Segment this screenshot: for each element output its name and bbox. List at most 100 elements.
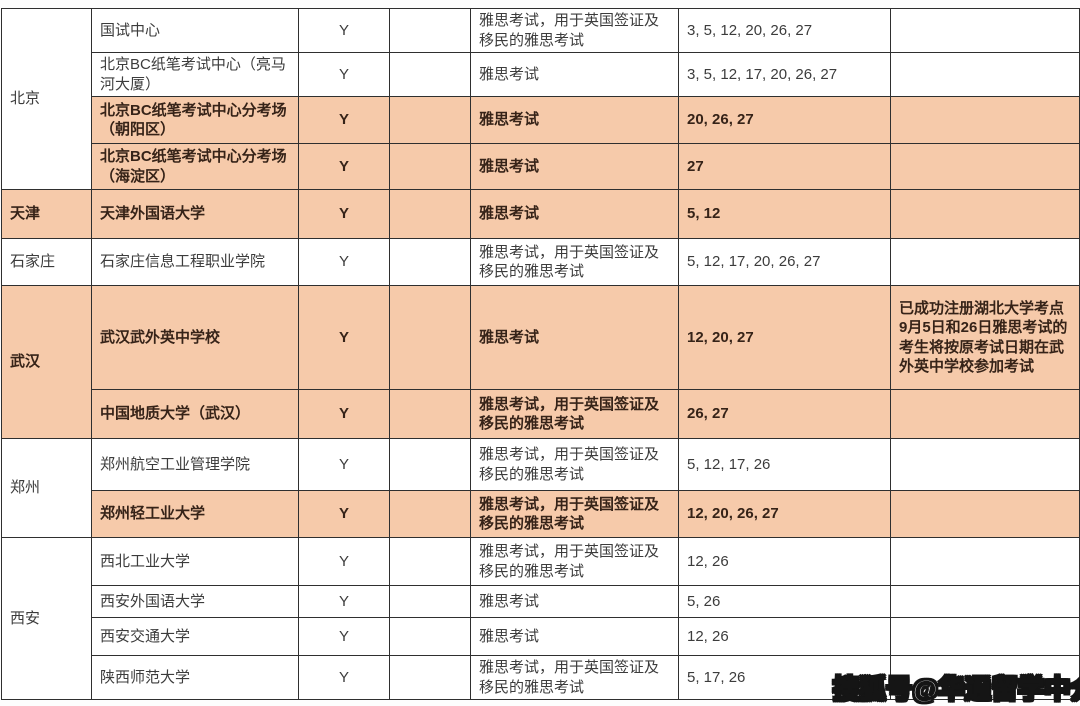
city-cell-tianjin: 天津 xyxy=(1,189,92,239)
exam-type-cell: 雅思考试，用于英国签证及移民的雅思考试 xyxy=(470,438,679,491)
registered-cell: Y xyxy=(298,617,390,656)
table-row: 西安外国语大学 Y 雅思考试 5, 26 xyxy=(2,585,1080,618)
registered-cell: Y xyxy=(298,537,390,586)
blank-cell xyxy=(389,285,471,390)
table-row: 西安交通大学 Y 雅思考试 12, 26 xyxy=(2,617,1080,656)
center-cell: 西安交通大学 xyxy=(91,617,299,656)
center-cell: 郑州航空工业管理学院 xyxy=(91,438,299,491)
exam-type-cell: 雅思考试，用于英国签证及移民的雅思考试 xyxy=(470,389,679,439)
dates-cell: 5, 26 xyxy=(678,585,891,618)
exam-type-cell: 雅思考试 xyxy=(470,189,679,239)
center-cell: 天津外国语大学 xyxy=(91,189,299,239)
dates-cell: 12, 26 xyxy=(678,617,891,656)
dates-cell: 26, 27 xyxy=(678,389,891,439)
exam-type-cell: 雅思考试，用于英国签证及移民的雅思考试 xyxy=(470,238,679,286)
note-cell xyxy=(890,438,1080,491)
exam-type-cell: 雅思考试，用于英国签证及移民的雅思考试 xyxy=(470,537,679,586)
note-cell xyxy=(890,189,1080,239)
blank-cell xyxy=(389,143,471,190)
registered-cell: Y xyxy=(298,52,390,97)
registered-cell: Y xyxy=(298,585,390,618)
note-cell xyxy=(890,537,1080,586)
registered-cell: Y xyxy=(298,8,390,53)
blank-cell xyxy=(389,8,471,53)
note-cell xyxy=(890,8,1080,53)
table-row: 武汉 武汉武外英中学校 Y 雅思考试 12, 20, 27 已成功注册湖北大学考… xyxy=(1,285,1080,439)
note-cell xyxy=(890,96,1080,144)
exam-type-cell: 雅思考试 xyxy=(470,143,679,190)
table-row: 西安 西北工业大学 Y 雅思考试，用于英国签证及移民的雅思考试 12, 26 xyxy=(1,537,1080,700)
note-cell xyxy=(890,617,1080,656)
dates-cell: 12, 20, 27 xyxy=(678,285,891,390)
table-row: 郑州轻工业大学 Y 雅思考试，用于英国签证及移民的雅思考试 12, 20, 26… xyxy=(2,490,1080,538)
blank-cell xyxy=(389,438,471,491)
blank-cell xyxy=(389,52,471,97)
sohu-watermark: 搜狐号@华通留学中介 xyxy=(832,673,1080,705)
registered-cell: Y xyxy=(298,238,390,286)
exam-type-cell: 雅思考试，用于英国签证及移民的雅思考试 xyxy=(470,490,679,538)
test-centers-table: 北京 国试中心 Y 雅思考试，用于英国签证及移民的雅思考试 3, 5, 12, … xyxy=(1,8,1080,700)
note-cell xyxy=(890,143,1080,190)
blank-cell xyxy=(389,238,471,286)
blank-cell xyxy=(389,617,471,656)
city-cell-xian: 西安 xyxy=(1,537,92,700)
registered-cell: Y xyxy=(298,490,390,538)
center-cell: 石家庄信息工程职业学院 xyxy=(91,238,299,286)
center-cell: 陕西师范大学 xyxy=(91,655,299,700)
exam-type-cell: 雅思考试，用于英国签证及移民的雅思考试 xyxy=(470,655,679,700)
blank-cell xyxy=(389,585,471,618)
exam-type-cell: 雅思考试 xyxy=(470,285,679,390)
blank-cell xyxy=(389,189,471,239)
registered-cell: Y xyxy=(298,285,390,390)
exam-type-cell: 雅思考试 xyxy=(470,617,679,656)
center-cell: 中国地质大学（武汉） xyxy=(91,389,299,439)
blank-cell xyxy=(389,490,471,538)
city-cell-zhengzhou: 郑州 xyxy=(1,438,92,538)
table-row: 中国地质大学（武汉） Y 雅思考试，用于英国签证及移民的雅思考试 26, 27 xyxy=(2,389,1080,439)
center-cell: 武汉武外英中学校 xyxy=(91,285,299,390)
center-cell: 西北工业大学 xyxy=(91,537,299,586)
center-cell: 西安外国语大学 xyxy=(91,585,299,618)
dates-cell: 5, 12, 17, 26 xyxy=(678,438,891,491)
registered-cell: Y xyxy=(298,96,390,144)
center-cell: 国试中心 xyxy=(91,8,299,53)
note-cell xyxy=(890,52,1080,97)
dates-cell: 5, 12, 17, 20, 26, 27 xyxy=(678,238,891,286)
note-cell xyxy=(890,389,1080,439)
registered-cell: Y xyxy=(298,438,390,491)
note-cell xyxy=(890,585,1080,618)
exam-type-cell: 雅思考试 xyxy=(470,52,679,97)
blank-cell xyxy=(389,655,471,700)
registered-cell: Y xyxy=(298,189,390,239)
table-row: 天津 天津外国语大学 Y 雅思考试 5, 12 xyxy=(1,189,1080,239)
table-row: 郑州 郑州航空工业管理学院 Y 雅思考试，用于英国签证及移民的雅思考试 5, 1… xyxy=(1,438,1080,538)
table-row: 北京BC纸笔考试中心分考场（朝阳区） Y 雅思考试 20, 26, 27 xyxy=(2,96,1080,144)
note-cell xyxy=(890,490,1080,538)
note-cell xyxy=(890,238,1080,286)
exam-type-cell: 雅思考试，用于英国签证及移民的雅思考试 xyxy=(470,8,679,53)
dates-cell: 20, 26, 27 xyxy=(678,96,891,144)
center-cell: 北京BC纸笔考试中心（亮马河大厦） xyxy=(91,52,299,97)
exam-type-cell: 雅思考试 xyxy=(470,585,679,618)
center-cell: 北京BC纸笔考试中心分考场（海淀区） xyxy=(91,143,299,190)
note-cell xyxy=(890,655,1080,700)
dates-cell: 12, 20, 26, 27 xyxy=(678,490,891,538)
dates-cell: 5, 12 xyxy=(678,189,891,239)
dates-cell: 5, 17, 26 xyxy=(678,655,891,700)
center-cell: 郑州轻工业大学 xyxy=(91,490,299,538)
blank-cell xyxy=(389,389,471,439)
registered-cell: Y xyxy=(298,389,390,439)
table-row: 北京BC纸笔考试中心分考场（海淀区） Y 雅思考试 27 xyxy=(2,143,1080,190)
table-row: 陕西师范大学 Y 雅思考试，用于英国签证及移民的雅思考试 5, 17, 26 xyxy=(2,655,1080,700)
registered-cell: Y xyxy=(298,143,390,190)
note-cell: 已成功注册湖北大学考点9月5日和26日雅思考试的考生将按原考试日期在武外英中学校… xyxy=(890,285,1080,390)
city-cell-wuhan: 武汉 xyxy=(1,285,92,439)
city-cell-beijing: 北京 xyxy=(1,8,92,190)
dates-cell: 3, 5, 12, 20, 26, 27 xyxy=(678,8,891,53)
blank-cell xyxy=(389,537,471,586)
table-row: 北京 国试中心 Y 雅思考试，用于英国签证及移民的雅思考试 3, 5, 12, … xyxy=(1,8,1080,190)
table-row: 北京BC纸笔考试中心（亮马河大厦） Y 雅思考试 3, 5, 12, 17, 2… xyxy=(2,52,1080,97)
dates-cell: 12, 26 xyxy=(678,537,891,586)
table-row: 石家庄 石家庄信息工程职业学院 Y 雅思考试，用于英国签证及移民的雅思考试 5,… xyxy=(1,238,1080,286)
registered-cell: Y xyxy=(298,655,390,700)
